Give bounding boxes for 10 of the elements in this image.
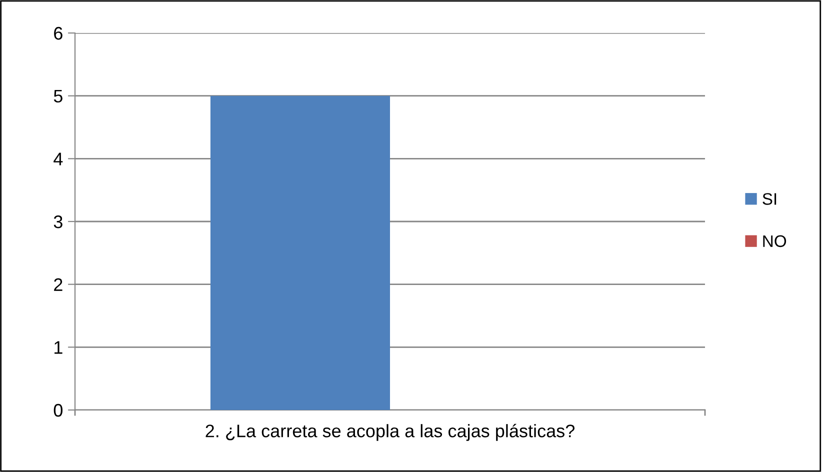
- legend-label: SI: [762, 193, 776, 205]
- y-tick-label: 6: [54, 26, 62, 40]
- y-tick-label: 1: [54, 341, 62, 354]
- y-tick-label: 4: [54, 152, 63, 166]
- x-tick-label: 2. ¿La carreta se acopla a las cajas plásticas?: [206, 424, 575, 441]
- y-tick-label: 3: [54, 215, 62, 228]
- legend-label: NO: [763, 235, 786, 248]
- y-tick-label: 5: [54, 90, 62, 103]
- y-tick-label: 0: [54, 404, 62, 417]
- y-tick-label: 2: [54, 278, 62, 291]
